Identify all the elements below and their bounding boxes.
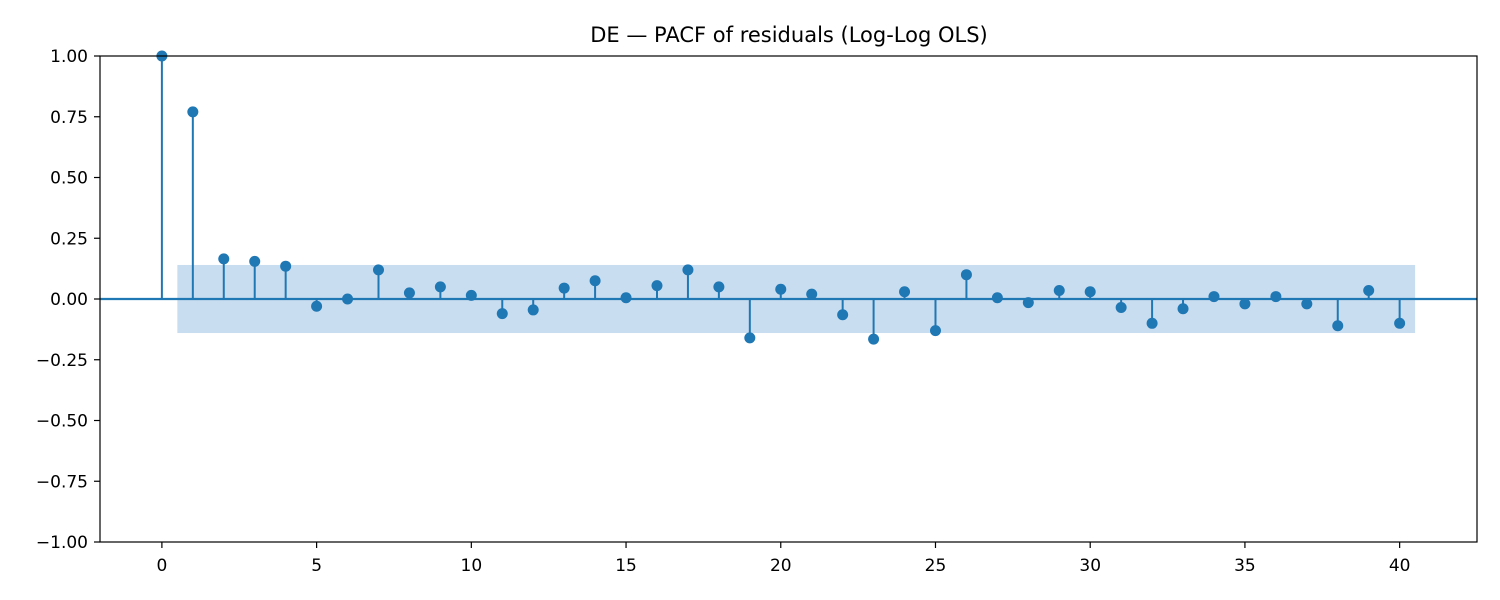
stem-marker: [1363, 284, 1375, 296]
stem-marker: [1301, 298, 1313, 310]
x-tick-label: 10: [461, 556, 483, 576]
stem-marker: [775, 283, 787, 295]
stem-marker: [1270, 291, 1282, 303]
stem-marker: [465, 289, 477, 301]
stem-marker: [744, 332, 756, 344]
stem-marker: [837, 309, 849, 321]
stem-marker: [1394, 317, 1406, 329]
stem-marker: [1084, 286, 1096, 298]
stem-marker: [249, 255, 261, 267]
x-tick-label: 5: [311, 556, 322, 576]
stem-marker: [527, 304, 539, 316]
y-tick-label: 0.75: [50, 108, 88, 128]
x-tick-label: 35: [1234, 556, 1256, 576]
y-tick-label: 0.50: [50, 169, 88, 189]
y-tick-label: 1.00: [50, 47, 88, 67]
stem-marker: [1115, 302, 1127, 314]
stem-marker: [960, 269, 972, 281]
stem-marker: [1177, 303, 1189, 315]
stem-marker: [713, 281, 725, 293]
y-tick-label: 0.00: [50, 290, 88, 310]
stem-marker: [1239, 298, 1251, 310]
stem-marker: [311, 300, 323, 312]
stem-marker: [651, 280, 663, 292]
stem-marker: [1332, 320, 1344, 332]
stem-marker: [868, 333, 880, 345]
stem-marker: [806, 288, 818, 300]
x-tick-label: 25: [925, 556, 947, 576]
x-tick-label: 15: [615, 556, 637, 576]
stem-marker: [1053, 284, 1065, 296]
y-tick-label: −0.50: [36, 412, 88, 432]
chart-title: DE — PACF of residuals (Log-Log OLS): [590, 23, 987, 47]
x-tick-label: 30: [1079, 556, 1101, 576]
stem-marker: [434, 281, 446, 293]
stem-marker: [589, 275, 601, 287]
y-tick-label: −0.75: [36, 472, 88, 492]
stem-marker: [187, 106, 199, 118]
stem-marker: [1022, 297, 1034, 309]
stem-marker: [620, 292, 632, 304]
stem-marker: [899, 286, 911, 298]
y-tick-label: −0.25: [36, 351, 88, 371]
stem-marker: [218, 253, 230, 265]
stem-marker: [1208, 291, 1220, 303]
stem-marker: [403, 287, 415, 299]
stem-marker: [1146, 317, 1158, 329]
stem-marker: [991, 292, 1003, 304]
stem-marker: [280, 260, 292, 272]
stem-marker: [372, 264, 384, 276]
x-tick-label: 20: [770, 556, 792, 576]
x-tick-label: 0: [156, 556, 167, 576]
x-tick-label: 40: [1389, 556, 1411, 576]
y-tick-label: −1.00: [36, 533, 88, 553]
y-tick-label: 0.25: [50, 229, 88, 249]
stem-marker: [929, 325, 941, 337]
stem-marker: [496, 308, 508, 320]
stem-marker: [558, 282, 570, 294]
stem-marker: [682, 264, 694, 276]
stem-marker: [342, 293, 354, 305]
